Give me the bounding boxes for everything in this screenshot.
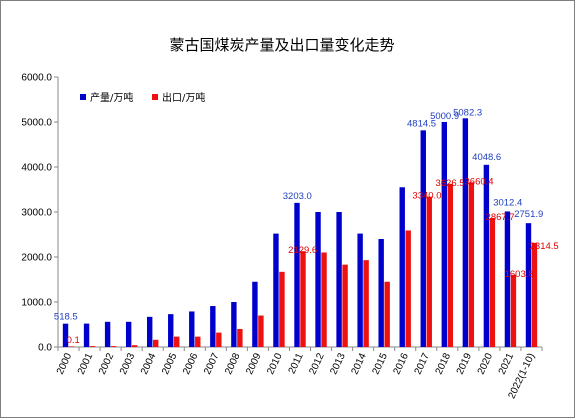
bar-production [62, 323, 69, 347]
data-label-production: 5000.9 [430, 111, 459, 122]
data-label-production: 2751.9 [514, 209, 543, 220]
bar-export [258, 315, 264, 347]
chart-title: 蒙古国煤炭产量及出口量变化走势 [169, 36, 394, 54]
bar-production [399, 187, 405, 347]
data-label-export: 2129.6 [288, 245, 317, 256]
bar-production [146, 316, 153, 347]
bar-export [174, 336, 180, 347]
bar-export [531, 242, 538, 347]
bar-export [68, 346, 75, 347]
bar-production [168, 314, 174, 347]
bar-export [384, 281, 390, 347]
legend-label-production: 产量/万吨 [90, 91, 133, 104]
y-tick-label: 6000.0 [21, 73, 52, 84]
bar-export [321, 252, 327, 347]
bar-production [441, 121, 448, 347]
bar-production [83, 323, 90, 347]
bar-production [104, 321, 111, 347]
bar-production [462, 118, 469, 347]
bar-production [315, 212, 321, 347]
y-tick-label: 3000.0 [21, 208, 52, 219]
bar-production [483, 164, 490, 347]
bar-export [510, 274, 517, 347]
data-label-production: 5082.3 [453, 107, 482, 118]
bar-production [336, 212, 342, 347]
bar-production [189, 311, 195, 347]
bar-export [468, 182, 475, 347]
bar-production [420, 130, 426, 347]
data-label-export: 2314.5 [530, 241, 559, 252]
y-tick-label: 5000.0 [21, 118, 52, 129]
bar-export [152, 339, 159, 347]
data-label-production: 518.5 [54, 312, 78, 323]
bars [62, 118, 538, 347]
bar-export [342, 264, 348, 347]
data-label-production: 4048.6 [472, 152, 501, 163]
legend-swatch-production [80, 94, 86, 100]
bar-production [210, 306, 216, 347]
bar-production [504, 211, 511, 347]
bar-export [110, 346, 117, 347]
data-label-production: 4814.5 [407, 118, 436, 129]
data-label-export: 3660.4 [465, 176, 494, 187]
data-label-production: 3203.0 [283, 191, 312, 202]
data-label-export: 0.1 [67, 335, 80, 346]
bar-production [525, 223, 532, 347]
bar-production [125, 321, 132, 347]
bar-production [252, 281, 258, 347]
y-tick-label: 2000.0 [21, 253, 52, 264]
legend: 产量/万吨 出口/万吨 [80, 91, 205, 104]
legend-label-export: 出口/万吨 [162, 91, 205, 104]
data-label-export: 3340.0 [412, 191, 441, 202]
bar-export [489, 217, 496, 347]
bar-export [131, 345, 138, 347]
bar-export [195, 336, 201, 347]
bar-export [363, 260, 369, 347]
y-axis: 0.0 1000.0 2000.0 3000.0 4000.0 5000.0 6000.0 [21, 73, 59, 354]
data-label-export: 1603.8 [505, 269, 534, 280]
legend-swatch-export [152, 94, 158, 100]
bar-production [378, 239, 384, 347]
y-tick-label: 1000.0 [21, 298, 52, 309]
bar-export [237, 329, 243, 347]
bar-export [405, 230, 411, 347]
bar-production [357, 233, 363, 347]
bar-export [447, 183, 454, 347]
bar-export [216, 332, 222, 347]
y-tick-label: 0.0 [38, 343, 52, 354]
bar-export [426, 196, 432, 347]
data-label-export: 3626.5 [435, 178, 464, 189]
bar-export [279, 271, 285, 347]
bar-export [89, 346, 96, 347]
bar-production [273, 233, 279, 347]
data-label-export: 2867.7 [486, 212, 515, 223]
y-tick-label: 4000.0 [21, 163, 52, 174]
bar-production [231, 302, 237, 347]
bar-export [300, 251, 306, 347]
bar-production [294, 202, 300, 347]
data-label-production: 3012.4 [493, 197, 522, 208]
